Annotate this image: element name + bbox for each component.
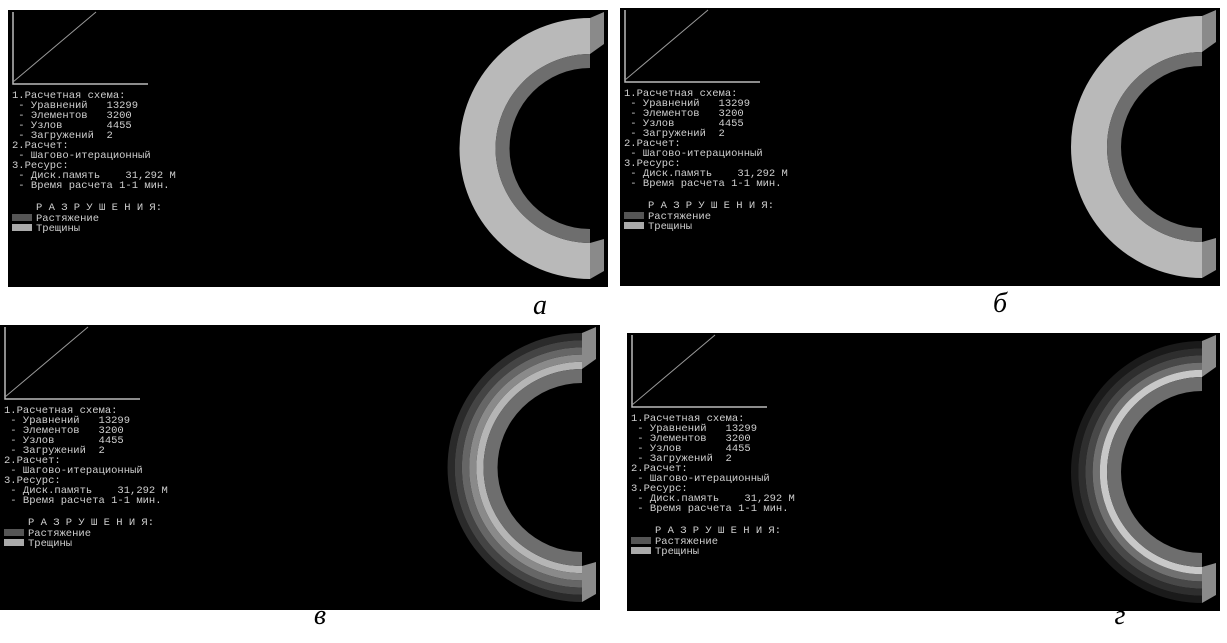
legend-label: Растяжение	[648, 211, 711, 223]
ring-cap	[1202, 563, 1216, 603]
info-line: - Диск.память 31,292 М	[12, 170, 176, 182]
legend-label: Растяжение	[28, 528, 91, 540]
info-line: - Шагово-итерационный	[4, 465, 143, 477]
info-line: - Узлов 4455	[624, 118, 744, 130]
ring-cap	[590, 239, 604, 279]
info-line: - Диск.память 31,292 М	[624, 168, 788, 180]
info-line: - Узлов 4455	[12, 120, 132, 132]
legend-swatch	[624, 212, 644, 219]
legend-label: Трещины	[648, 221, 692, 233]
info-line: - Загружений 2	[624, 128, 725, 140]
info-line: - Уравнений 13299	[624, 98, 750, 110]
legend-label: Растяжение	[36, 213, 99, 225]
axes	[4, 327, 140, 400]
legend-swatch	[624, 222, 644, 229]
info-line: - Шагово-итерационный	[631, 473, 770, 485]
info-line: - Узлов 4455	[631, 443, 751, 455]
info-line: 2.Расчет:	[12, 140, 69, 152]
info-line: - Уравнений 13299	[12, 100, 138, 112]
ring-cap	[1202, 10, 1216, 52]
ring-cap	[590, 12, 604, 54]
ring-band	[1071, 16, 1202, 278]
legend-label: Трещины	[28, 538, 72, 550]
info-line: - Элементов 3200	[631, 433, 751, 445]
caption: в	[313, 600, 327, 631]
legend-swatch	[12, 214, 32, 221]
ring-cap	[1202, 238, 1216, 278]
info-line: - Диск.память 31,292 М	[631, 493, 795, 505]
ring-band	[459, 18, 590, 279]
info-line: - Уравнений 13299	[4, 415, 130, 427]
axes	[624, 10, 760, 83]
legend-label: Растяжение	[655, 536, 718, 548]
screenshot: 1.Расчетная схема: - Уравнений 13299 - Э…	[0, 325, 600, 610]
info-line: - Время расчета 1-1 мин.	[4, 495, 162, 507]
legend-swatch	[631, 537, 651, 544]
legend-swatch	[4, 529, 24, 536]
screenshot: 1.Расчетная схема: - Уравнений 13299 - Э…	[620, 8, 1220, 286]
info-line: - Время расчета 1-1 мин.	[12, 180, 170, 192]
info-line: - Уравнений 13299	[631, 423, 757, 435]
info-line: 1.Расчетная схема:	[624, 88, 737, 100]
info-line: - Шагово-итерационный	[12, 150, 151, 162]
legend-swatch	[631, 547, 651, 554]
axis-diagonal	[624, 9, 709, 81]
info-line: - Загружений 2	[4, 445, 105, 457]
info-line: - Время расчета 1-1 мин.	[631, 503, 789, 515]
caption: б	[992, 288, 1008, 319]
info-line: - Диск.память 31,292 М	[4, 485, 168, 497]
info-line: 1.Расчетная схема:	[12, 90, 125, 102]
info-line: - Загружений 2	[631, 453, 732, 465]
info-line: 2.Расчет:	[4, 455, 61, 467]
ring-band	[1107, 52, 1202, 242]
info-line: 1.Расчетная схема:	[4, 405, 117, 417]
ring-cap	[1202, 335, 1216, 377]
info-line: - Элементов 3200	[624, 108, 744, 120]
info-line: 2.Расчет:	[631, 463, 688, 475]
info-line: - Шагово-итерационный	[624, 148, 763, 160]
info-line: - Узлов 4455	[4, 435, 124, 447]
legend-title: Р А З Р У Ш Е Н И Я:	[655, 525, 781, 537]
axis-diagonal	[631, 334, 716, 406]
ring-band	[495, 54, 590, 243]
ring-band	[1107, 377, 1202, 567]
ring-cap	[582, 327, 596, 369]
info-line: - Загружений 2	[12, 130, 113, 142]
legend-swatch	[12, 224, 32, 231]
info-line: 3.Ресурс:	[631, 483, 688, 495]
axes	[12, 12, 148, 85]
axes	[631, 335, 767, 408]
legend-title: Р А З Р У Ш Е Н И Я:	[648, 200, 774, 212]
legend-title: Р А З Р У Ш Е Н И Я:	[36, 202, 162, 214]
info-line: 3.Ресурс:	[12, 160, 69, 172]
info-line: 1.Расчетная схема:	[631, 413, 744, 425]
screenshot: 1.Расчетная схема: - Уравнений 13299 - Э…	[627, 333, 1220, 611]
legend-title: Р А З Р У Ш Е Н И Я:	[28, 517, 154, 529]
legend-swatch	[4, 539, 24, 546]
info-line: - Элементов 3200	[12, 110, 132, 122]
info-line: 3.Ресурс:	[4, 475, 61, 487]
info-line: - Время расчета 1-1 мин.	[624, 178, 782, 190]
screenshot: 1.Расчетная схема: - Уравнений 13299 - Э…	[8, 10, 608, 287]
ring-band	[483, 369, 582, 566]
axis-diagonal	[12, 11, 97, 83]
ring-cap	[582, 562, 596, 602]
axis-diagonal	[4, 326, 89, 398]
caption: а	[533, 290, 547, 321]
legend-label: Трещины	[36, 223, 80, 235]
caption: г	[1114, 600, 1126, 631]
info-line: 3.Ресурс:	[624, 158, 681, 170]
info-line: 2.Расчет:	[624, 138, 681, 150]
legend-label: Трещины	[655, 546, 699, 558]
info-line: - Элементов 3200	[4, 425, 124, 437]
